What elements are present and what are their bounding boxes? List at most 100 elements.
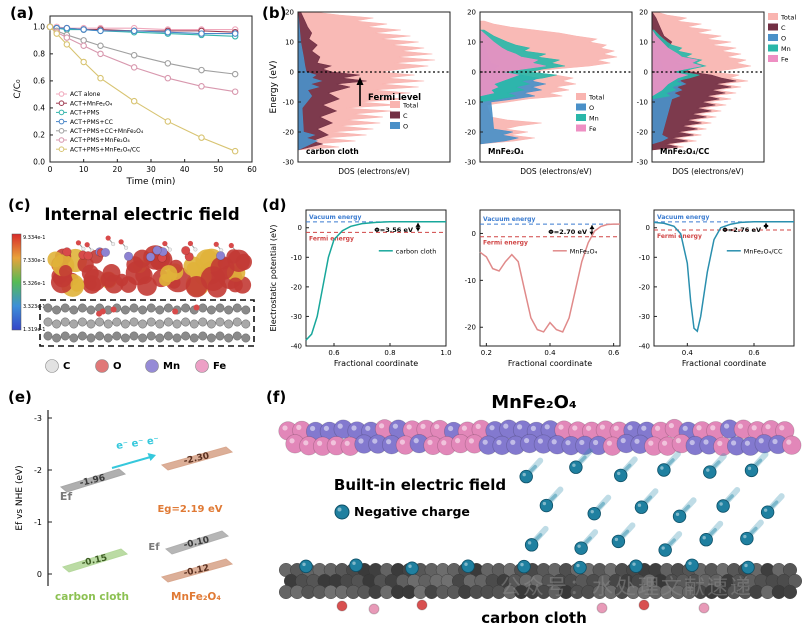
svg-text:Φ=2.76 eV: Φ=2.76 eV	[722, 226, 761, 234]
svg-text:0: 0	[298, 224, 302, 232]
svg-text:Fermi level: Fermi level	[368, 93, 421, 103]
svg-text:MnFe₂O₄: MnFe₂O₄	[570, 247, 598, 255]
panel-c-label: (c)	[8, 196, 31, 214]
svg-text:20: 20	[639, 9, 648, 17]
svg-text:MnFe₂O₄: MnFe₂O₄	[488, 147, 524, 156]
svg-text:-0.15: -0.15	[81, 553, 109, 569]
svg-text:MnFe₂O₄/CC: MnFe₂O₄/CC	[660, 147, 710, 156]
svg-text:Ef: Ef	[148, 542, 160, 553]
svg-text:C: C	[781, 24, 786, 32]
svg-text:Fermi energy: Fermi energy	[483, 240, 528, 247]
svg-text:0: 0	[646, 224, 650, 232]
svg-text:-30: -30	[291, 313, 302, 321]
svg-text:30: 30	[146, 165, 156, 174]
svg-text:10: 10	[79, 165, 89, 174]
svg-text:ACT+PMS+MnFe₂O₄/CC: ACT+PMS+MnFe₂O₄/CC	[70, 146, 140, 153]
svg-text:Ef vs NHE (eV): Ef vs NHE (eV)	[15, 465, 25, 530]
svg-text:Total: Total	[402, 102, 418, 110]
svg-text:0.8: 0.8	[384, 349, 395, 357]
svg-text:50: 50	[214, 165, 224, 174]
svg-text:carbon cloth: carbon cloth	[55, 591, 129, 603]
svg-text:0: 0	[48, 165, 53, 174]
svg-text:Electrostatic potential (eV): Electrostatic potential (eV)	[269, 224, 278, 331]
svg-text:Mn: Mn	[163, 361, 180, 372]
svg-text:Ef: Ef	[60, 490, 73, 503]
svg-text:Vacuum energy: Vacuum energy	[657, 214, 709, 221]
svg-text:0: 0	[37, 570, 42, 579]
panel-b-dos-svg: Energy (eV) -30 -20 -10 0 10 20 carbon cloth DOS…	[269, 9, 796, 176]
svg-text:0.4: 0.4	[682, 349, 694, 357]
svg-text:-0.12: -0.12	[183, 563, 211, 579]
svg-text:Eg=2.19 eV: Eg=2.19 eV	[157, 504, 222, 515]
svg-text:1.319e-1: 1.319e-1	[23, 327, 45, 333]
svg-text:-10: -10	[283, 99, 294, 107]
svg-text:0.0: 0.0	[33, 158, 45, 167]
svg-text:-20: -20	[639, 283, 650, 291]
svg-text:-3: -3	[34, 414, 42, 423]
svg-text:-20: -20	[465, 324, 476, 332]
svg-text:0.6: 0.6	[33, 76, 45, 85]
svg-text:0.6: 0.6	[748, 349, 760, 357]
panel-a-label: (a)	[10, 4, 34, 22]
svg-text:0.6: 0.6	[608, 349, 620, 357]
panel-d-label: (d)	[262, 196, 287, 214]
svg-text:Φ=2.70 eV: Φ=2.70 eV	[548, 228, 587, 236]
svg-text:-40: -40	[291, 343, 302, 351]
svg-text:20: 20	[285, 9, 294, 17]
svg-text:-30: -30	[637, 159, 648, 167]
svg-text:ACT+PMS+MnFe₂O₄: ACT+PMS+MnFe₂O₄	[70, 137, 130, 144]
svg-text:-2.30: -2.30	[183, 451, 211, 467]
svg-text:Total: Total	[780, 14, 796, 22]
svg-text:-20: -20	[465, 129, 476, 137]
panel-d-potential-svg: Electrostatic potential (eV) 0 -10 -20 -30 -4…	[269, 209, 795, 368]
svg-text:0.8: 0.8	[33, 49, 45, 58]
panel-a-chart-svg: 0 10 20 30 40 50 60 0.0 0.2 0.4 0.6 0.8 1.0 Time (min…	[13, 15, 257, 187]
svg-text:DOS (electrons/eV): DOS (electrons/eV)	[672, 167, 744, 176]
svg-text:C/C₀: C/C₀	[13, 79, 23, 99]
panel-d-electrostatic-potential-plots: Electrostatic potential (eV) 0 -10 -20 -30 -4…	[268, 198, 802, 390]
svg-text:-1.96: -1.96	[79, 473, 107, 489]
svg-text:1.0: 1.0	[440, 349, 451, 357]
svg-text:-30: -30	[639, 313, 650, 321]
svg-text:0: 0	[644, 69, 648, 77]
svg-text:Negative charge: Negative charge	[354, 504, 470, 519]
svg-text:-10: -10	[291, 254, 302, 262]
svg-text:9.334e-1: 9.334e-1	[23, 235, 45, 241]
svg-text:10: 10	[639, 39, 648, 47]
svg-text:0: 0	[290, 69, 294, 77]
svg-text:carbon cloth: carbon cloth	[481, 609, 587, 627]
svg-text:Mn: Mn	[589, 115, 599, 123]
svg-text:Vacuum energy: Vacuum energy	[309, 214, 361, 221]
svg-text:Vacuum energy: Vacuum energy	[483, 216, 535, 223]
svg-text:0.6: 0.6	[328, 349, 340, 357]
svg-text:60: 60	[247, 165, 257, 174]
svg-text:MnFe₂O₄: MnFe₂O₄	[171, 591, 221, 603]
svg-text:-2: -2	[34, 466, 42, 475]
svg-text:-10: -10	[637, 99, 648, 107]
svg-text:C: C	[403, 112, 408, 120]
panel-a-degradation-chart: 0 10 20 30 40 50 60 0.0 0.2 0.4 0.6 0.8 1.0 Time (min…	[8, 4, 260, 202]
svg-text:0: 0	[472, 69, 476, 77]
panel-c-electric-field-visualization: Internal electric field 9.334e-1 7.330e-1 5…	[4, 196, 262, 388]
svg-text:Internal electric field: Internal electric field	[44, 205, 239, 224]
svg-text:10: 10	[467, 39, 476, 47]
svg-text:0.2: 0.2	[33, 131, 45, 140]
panel-f-label: (f)	[266, 388, 287, 406]
svg-text:Fractional coordinate: Fractional coordinate	[334, 359, 418, 368]
svg-text:-0.10: -0.10	[183, 535, 211, 551]
svg-text:Time (min): Time (min)	[126, 177, 176, 187]
svg-text:carbon cloth: carbon cloth	[396, 247, 437, 255]
svg-text:Fermi energy: Fermi energy	[309, 235, 354, 242]
svg-text:-10: -10	[465, 99, 476, 107]
svg-text:ACT+PMS: ACT+PMS	[70, 110, 100, 117]
panel-b-dos-plots: Energy (eV) -30 -20 -10 0 10 20 carbon cloth DOS…	[266, 2, 800, 202]
svg-text:ACT+MnFe₂O₄: ACT+MnFe₂O₄	[70, 100, 113, 107]
panel-f-built-in-field-schematic: MnFe₂O₄ Built-in electric field Negative c…	[272, 390, 802, 628]
panel-f-schematic-svg: MnFe₂O₄ Built-in electric field Negative c…	[278, 392, 802, 627]
svg-text:1.0: 1.0	[33, 22, 45, 31]
svg-text:carbon cloth: carbon cloth	[306, 147, 359, 156]
svg-text:Fe: Fe	[213, 361, 226, 372]
svg-text:ACT+PMS+CC+MnFe₂O₄: ACT+PMS+CC+MnFe₂O₄	[70, 128, 144, 135]
svg-text:公众号：水处理文献速递: 公众号：水处理文献速递	[500, 575, 753, 599]
